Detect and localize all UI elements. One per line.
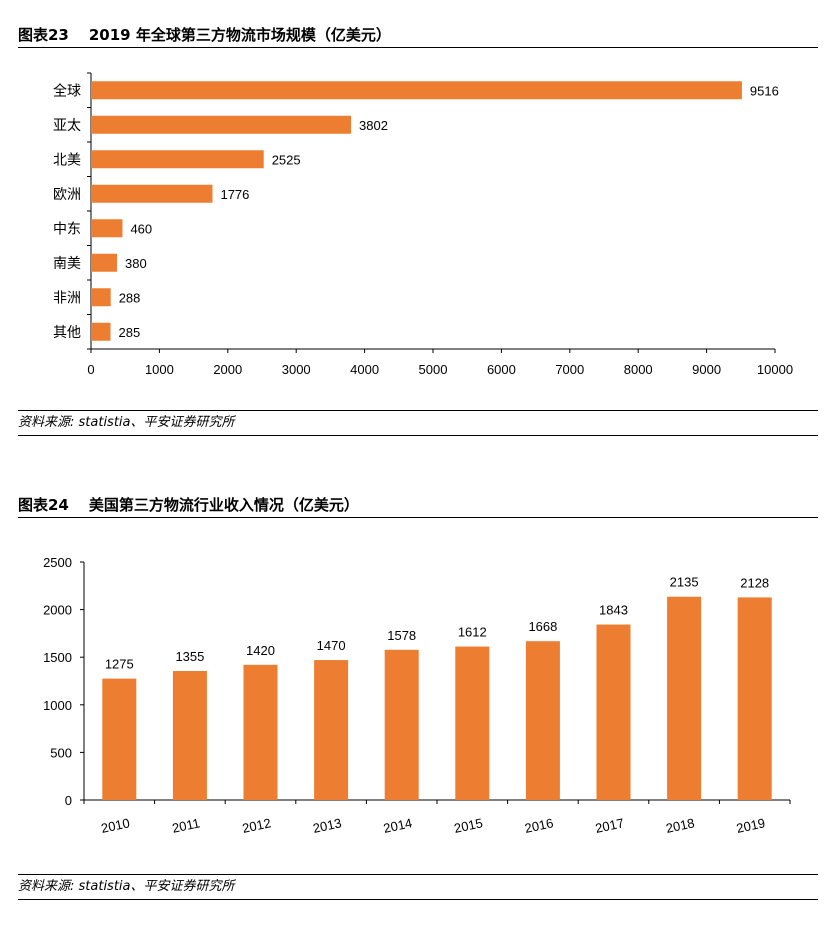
bar-南美: [91, 253, 117, 272]
x-tick-label: 8000: [624, 362, 653, 377]
bar-北美: [91, 150, 264, 169]
y-tick-label: 2000: [43, 603, 72, 618]
bar-2011: [172, 671, 207, 800]
data-label: 1843: [599, 603, 628, 618]
figure-23-source-rule-bottom: [18, 435, 818, 436]
figure-24-source-rule-bottom: [18, 899, 818, 900]
bar-2015: [455, 646, 490, 800]
figure-24-title: 图表24 美国第三方物流行业收入情况（亿美元）: [18, 494, 359, 516]
figure-23-source-rule-top: [18, 410, 818, 411]
data-label: 1420: [246, 643, 275, 658]
bar-2014: [384, 649, 419, 800]
bar-亚太: [91, 115, 352, 134]
chart-us-3pl-revenue: 0 500 1000 1500 2000 2500 1275 2010 1355 2011 1420…: [43, 555, 791, 836]
x-tick-label: 2016: [523, 815, 554, 836]
x-tick-label: 3000: [282, 362, 311, 377]
data-label: 1470: [317, 638, 346, 653]
data-label: 285: [118, 325, 140, 340]
data-label: 3802: [359, 118, 388, 133]
x-tick-label: 2011: [171, 815, 201, 835]
y-tick-label: 500: [50, 745, 72, 760]
bar-2013: [314, 660, 349, 800]
figure-24-source-rule-top: [18, 874, 818, 875]
x-tick-label: 2013: [311, 815, 342, 836]
x-tick-label: 2014: [382, 815, 413, 836]
x-tick-label: 6000: [487, 362, 516, 377]
bar-非洲: [91, 288, 111, 307]
figure-23-title: 图表23 2019 年全球第三方物流市场规模（亿美元）: [18, 24, 391, 46]
category-label: 非洲: [53, 289, 81, 305]
x-tick-label: 2012: [241, 815, 272, 836]
bar-欧洲: [91, 184, 213, 203]
bar-中东: [91, 219, 123, 238]
data-label: 380: [125, 256, 147, 271]
x-tick-label: 2000: [213, 362, 242, 377]
x-tick-label: 2018: [664, 815, 695, 836]
x-tick-label: 9000: [692, 362, 721, 377]
figure-23-source: 资料来源: statistia、平安证券研究所: [18, 415, 235, 430]
chart-global-3pl-market: 0 1000 2000 3000 4000 5000 6000 7000 8000 9000 100…: [53, 72, 793, 377]
data-label: 9516: [750, 83, 779, 98]
figure-23-number: 图表23: [18, 26, 69, 44]
data-label: 460: [130, 221, 152, 236]
data-label: 2128: [740, 575, 769, 590]
category-label: 北美: [53, 151, 81, 167]
y-tick-label: 1500: [43, 650, 72, 665]
x-tick-label: 2017: [594, 815, 625, 836]
data-label: 1578: [387, 628, 416, 643]
y-tick-label: 1000: [43, 698, 72, 713]
x-tick-label: 1000: [145, 362, 174, 377]
figure-23-top-rule: [18, 47, 818, 48]
data-label: 288: [119, 290, 141, 305]
x-tick-label: 5000: [419, 362, 448, 377]
bar-2010: [102, 678, 137, 800]
y-tick-label: 2500: [43, 555, 72, 570]
category-label: 其他: [53, 324, 81, 340]
figure-24-top-rule: [18, 517, 818, 518]
data-label: 1612: [458, 625, 487, 640]
category-label: 亚太: [53, 117, 81, 133]
figure-24-source: 资料来源: statistia、平安证券研究所: [18, 879, 235, 894]
x-tick-label: 10000: [757, 362, 793, 377]
bar-2016: [525, 641, 560, 800]
figure-23-title-text: 2019 年全球第三方物流市场规模（亿美元）: [88, 26, 391, 44]
category-label: 欧洲: [53, 186, 81, 202]
data-label: 1275: [105, 657, 134, 672]
data-label: 2135: [670, 575, 699, 590]
bar-全球: [91, 81, 742, 100]
data-label: 1776: [220, 187, 249, 202]
category-label: 南美: [53, 255, 81, 271]
x-tick-label: 0: [87, 362, 94, 377]
bar-2017: [596, 624, 631, 800]
x-tick-label: 2015: [453, 815, 484, 836]
bar-2012: [243, 664, 278, 800]
data-label: 2525: [272, 152, 301, 167]
x-tick-label: 4000: [350, 362, 379, 377]
figure-24-title-text: 美国第三方物流行业收入情况（亿美元）: [88, 496, 359, 514]
category-label: 中东: [53, 220, 81, 236]
x-tick-label: 7000: [555, 362, 584, 377]
bar-2018: [667, 596, 702, 800]
figure-24-number: 图表24: [18, 496, 69, 514]
bar-2019: [737, 597, 772, 800]
category-label: 全球: [53, 82, 81, 98]
x-tick-label: 2010: [100, 815, 131, 836]
bar-其他: [91, 322, 111, 341]
data-label: 1355: [175, 649, 204, 664]
x-tick-label: 2019: [735, 815, 766, 836]
y-tick-label: 0: [65, 793, 72, 808]
data-label: 1668: [528, 619, 557, 634]
